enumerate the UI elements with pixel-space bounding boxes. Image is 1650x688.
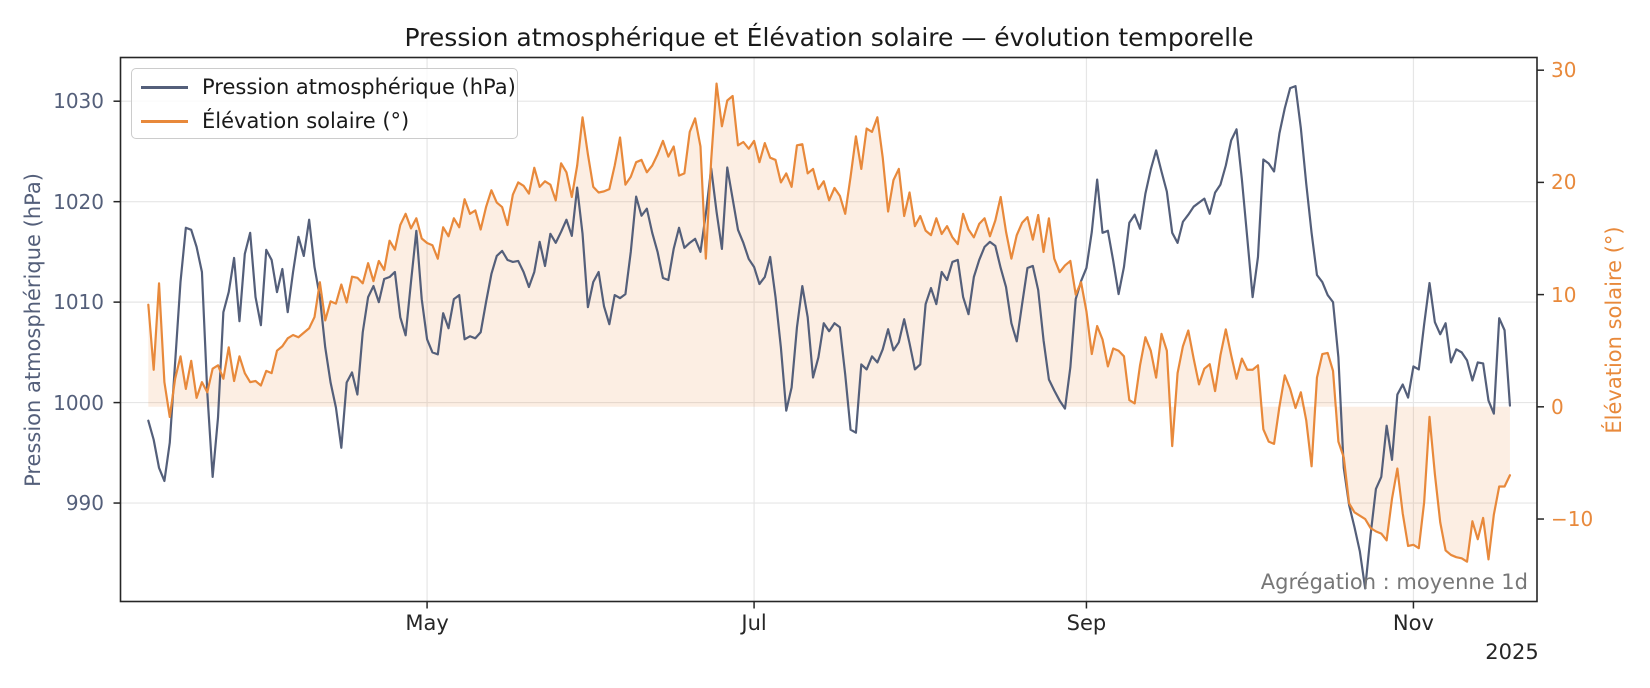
x-axis-year-label: 2025	[1485, 640, 1539, 664]
y-axis-label-right: Élévation solaire (°)	[1602, 226, 1626, 434]
legend-item-pressure: Pression atmosphérique (hPa)	[132, 75, 516, 99]
y-tick-label-right: 20	[1551, 170, 1577, 195]
chart-title: Pression atmosphérique et Élévation sola…	[404, 23, 1254, 52]
x-tick-label: Nov	[1392, 611, 1434, 635]
aggregation-annotation: Agrégation : moyenne 1d	[1260, 570, 1528, 594]
y-tick-label-right: −10	[1551, 507, 1594, 532]
legend-line-sample-pressure	[141, 85, 188, 89]
y-tick-label-right: 0	[1551, 394, 1564, 419]
legend-label-solar: Élévation solaire (°)	[202, 109, 410, 133]
y-tick-label-left: 1000	[53, 390, 104, 415]
axes-frame	[119, 56, 1538, 603]
legend-label-pressure: Pression atmosphérique (hPa)	[202, 75, 516, 99]
legend-item-solar: Élévation solaire (°)	[132, 109, 410, 133]
solar-elevation-fill	[148, 83, 1510, 562]
pressure-line	[147, 85, 1512, 590]
y-axis-label-left: Pression atmosphérique (hPa)	[21, 173, 45, 487]
solar-elevation-line	[147, 82, 1512, 563]
legend: Pression atmosphérique (hPa) Élévation s…	[131, 68, 518, 139]
y-tick-label-left: 1020	[53, 189, 104, 214]
y-tick-label-left: 1030	[53, 89, 104, 114]
y-tick-label-right: 30	[1551, 58, 1577, 83]
x-tick-label: May	[405, 611, 449, 635]
y-tick-label-left: 990	[65, 491, 104, 516]
y-tick-label-right: 10	[1551, 282, 1577, 307]
x-tick-label: Jul	[741, 611, 767, 635]
x-tick-label: Sep	[1066, 611, 1107, 635]
legend-line-sample-solar	[141, 119, 188, 123]
y-tick-label-left: 1010	[53, 290, 104, 315]
